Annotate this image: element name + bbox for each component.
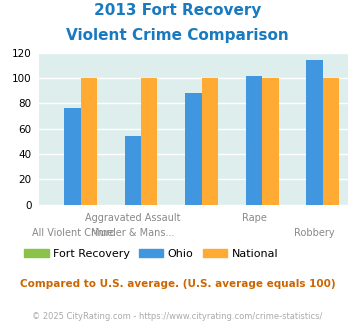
Bar (246, 76, 262, 205)
Bar (125, 136, 141, 205)
Text: Rape: Rape (242, 213, 267, 223)
Bar (262, 78, 279, 205)
Text: Robbery: Robbery (294, 228, 335, 238)
Bar (202, 78, 218, 205)
Bar (141, 78, 158, 205)
Bar (323, 78, 339, 205)
Bar (185, 93, 202, 205)
Text: 2013 Fort Recovery: 2013 Fort Recovery (94, 3, 261, 18)
Bar (81, 78, 97, 205)
Bar (306, 60, 323, 205)
Text: Murder & Mans...: Murder & Mans... (91, 228, 175, 238)
Legend: Fort Recovery, Ohio, National: Fort Recovery, Ohio, National (20, 245, 283, 264)
Bar (64, 109, 81, 205)
Text: © 2025 CityRating.com - https://www.cityrating.com/crime-statistics/: © 2025 CityRating.com - https://www.city… (32, 312, 323, 321)
Text: All Violent Crime: All Violent Crime (32, 228, 113, 238)
Text: Violent Crime Comparison: Violent Crime Comparison (66, 28, 289, 43)
Text: Compared to U.S. average. (U.S. average equals 100): Compared to U.S. average. (U.S. average … (20, 279, 335, 289)
Text: Aggravated Assault: Aggravated Assault (85, 213, 181, 223)
